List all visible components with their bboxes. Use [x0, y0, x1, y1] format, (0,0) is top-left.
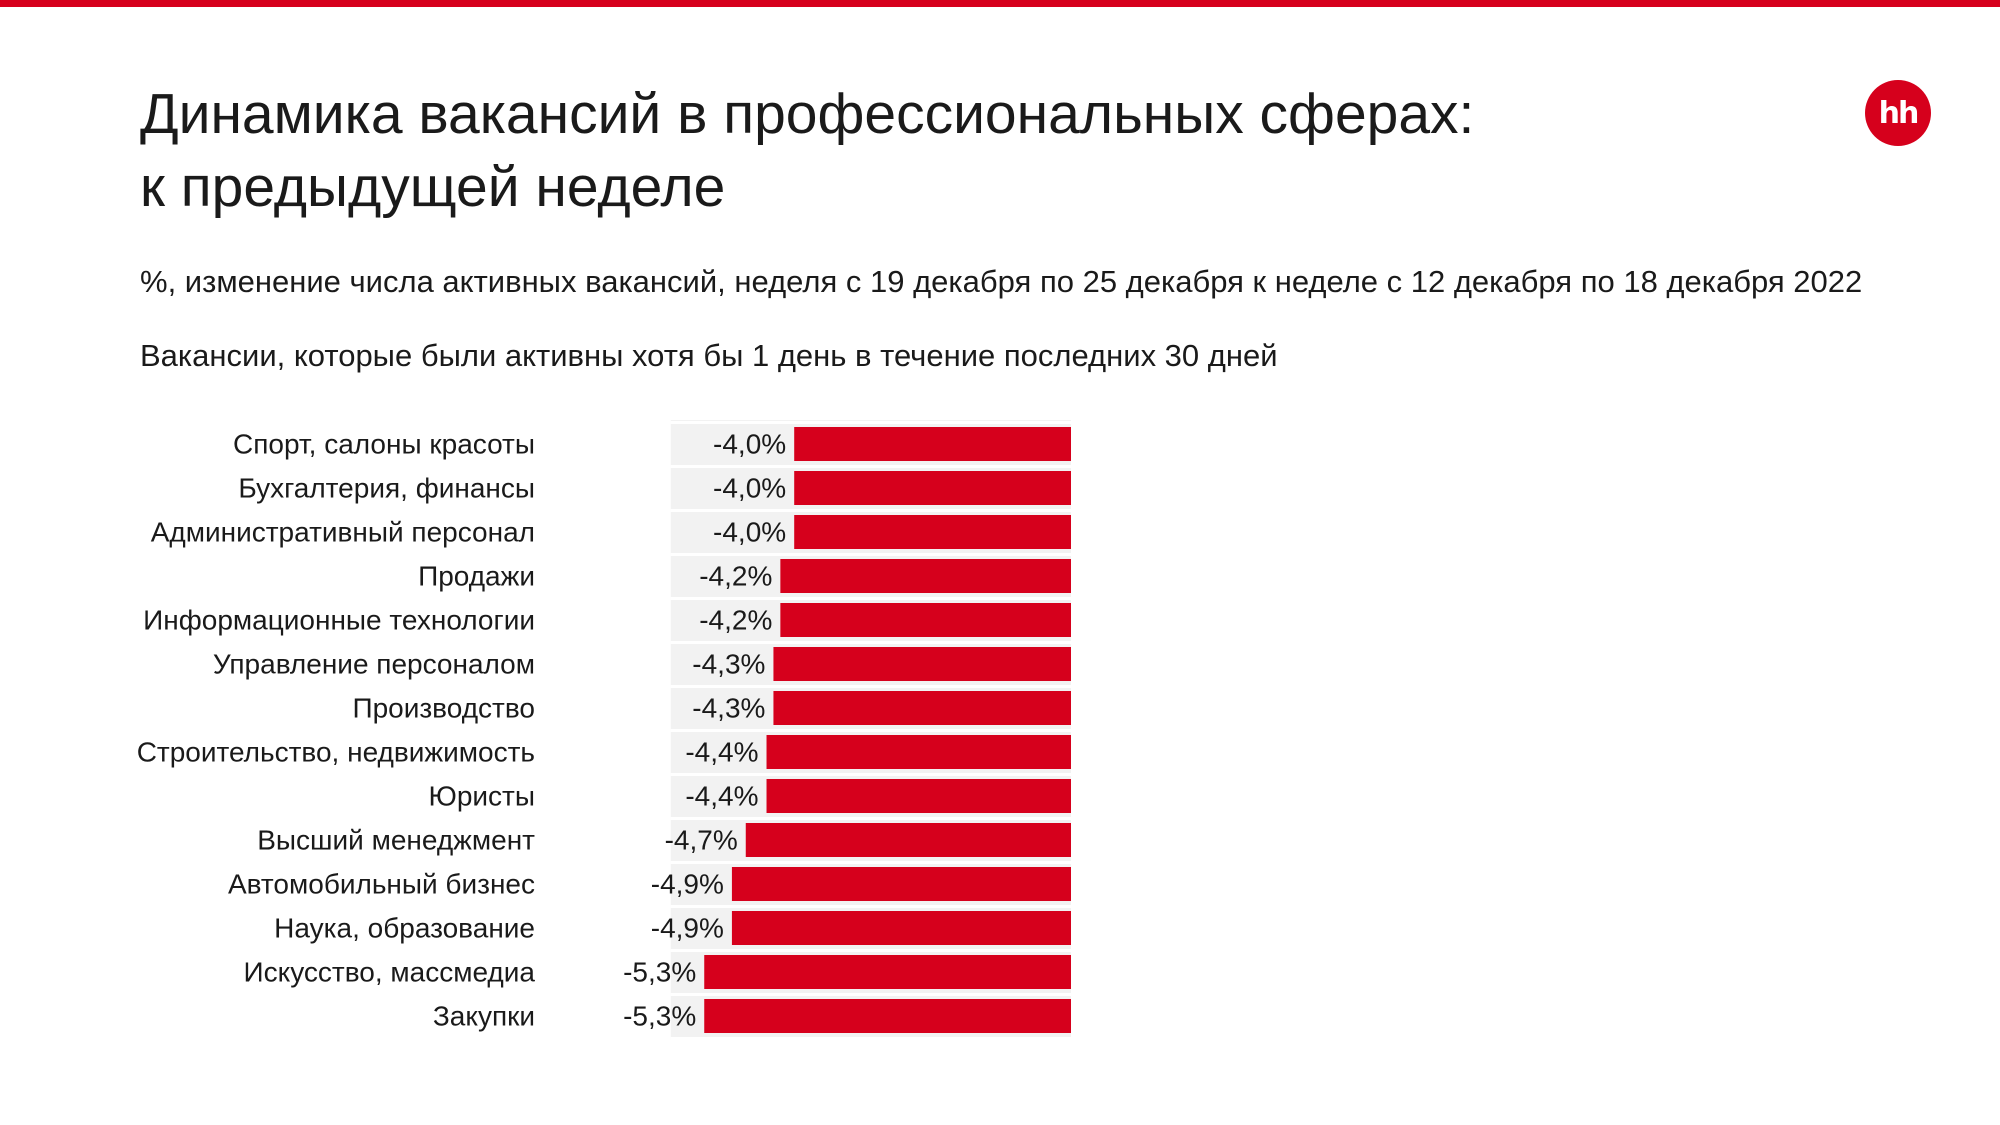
row-separator	[670, 729, 1071, 732]
bar	[731, 911, 1071, 945]
category-label: Спорт, салоны красоты	[233, 429, 535, 460]
value-label: -4,0%	[713, 473, 786, 504]
bar	[794, 471, 1071, 505]
bar	[766, 779, 1071, 813]
category-label: Высший менеджмент	[257, 825, 535, 856]
row-separator	[670, 421, 1071, 424]
row-separator	[670, 861, 1071, 864]
value-label: -5,3%	[623, 1001, 696, 1032]
row-separator	[670, 817, 1071, 820]
value-label: -5,3%	[623, 957, 696, 988]
bar	[794, 515, 1071, 549]
category-label: Юристы	[429, 781, 535, 812]
category-label: Закупки	[433, 1001, 535, 1032]
value-label: -4,4%	[685, 781, 758, 812]
bar	[704, 955, 1071, 989]
row-separator	[670, 641, 1071, 644]
category-label: Производство	[352, 693, 535, 724]
category-label: Искусство, массмедиа	[244, 957, 536, 988]
value-label: -4,7%	[665, 825, 738, 856]
category-label: Автомобильный бизнес	[228, 869, 535, 900]
category-label: Наука, образование	[274, 913, 535, 944]
bar	[745, 823, 1071, 857]
row-separator	[670, 509, 1071, 512]
value-label: -4,2%	[699, 561, 772, 592]
category-label: Строительство, недвижимость	[137, 737, 535, 768]
value-label: -4,4%	[685, 737, 758, 768]
category-label: Бухгалтерия, финансы	[238, 473, 535, 504]
page-title: Динамика вакансий в профессиональных сфе…	[140, 78, 1740, 224]
value-label: -4,3%	[692, 649, 765, 680]
value-label: -4,9%	[651, 869, 724, 900]
row-separator	[670, 597, 1071, 600]
chart-note: Вакансии, которые были активны хотя бы 1…	[140, 338, 1278, 373]
bar	[794, 427, 1071, 461]
bar	[780, 603, 1071, 637]
page-title-line-2: к предыдущей неделе	[140, 155, 726, 219]
row-separator	[670, 553, 1071, 556]
bar	[766, 735, 1071, 769]
row-separator	[670, 993, 1071, 996]
page-title-line-1: Динамика вакансий в профессиональных сфе…	[140, 82, 1475, 146]
value-label: -4,9%	[651, 913, 724, 944]
category-label: Управление персоналом	[213, 649, 535, 680]
value-label: -4,0%	[713, 517, 786, 548]
row-separator	[670, 905, 1071, 908]
row-separator	[670, 949, 1071, 952]
row-separator	[670, 685, 1071, 688]
chart-subtitle: %, изменение числа активных вакансий, не…	[140, 264, 1863, 299]
row-separator	[670, 1037, 1071, 1040]
row-separator	[670, 465, 1071, 468]
value-label: -4,3%	[692, 693, 765, 724]
category-label: Продажи	[418, 561, 535, 592]
bar	[773, 691, 1071, 725]
bar	[731, 867, 1071, 901]
bar	[780, 559, 1071, 593]
category-label: Информационные технологии	[143, 605, 535, 636]
bar	[773, 647, 1071, 681]
row-separator	[670, 773, 1071, 776]
category-label: Административный персонал	[151, 517, 535, 548]
hh-logo: hh	[1865, 80, 1931, 146]
value-label: -4,2%	[699, 605, 772, 636]
bar	[704, 999, 1071, 1033]
top-accent-bar	[0, 0, 2000, 7]
value-label: -4,0%	[713, 429, 786, 460]
